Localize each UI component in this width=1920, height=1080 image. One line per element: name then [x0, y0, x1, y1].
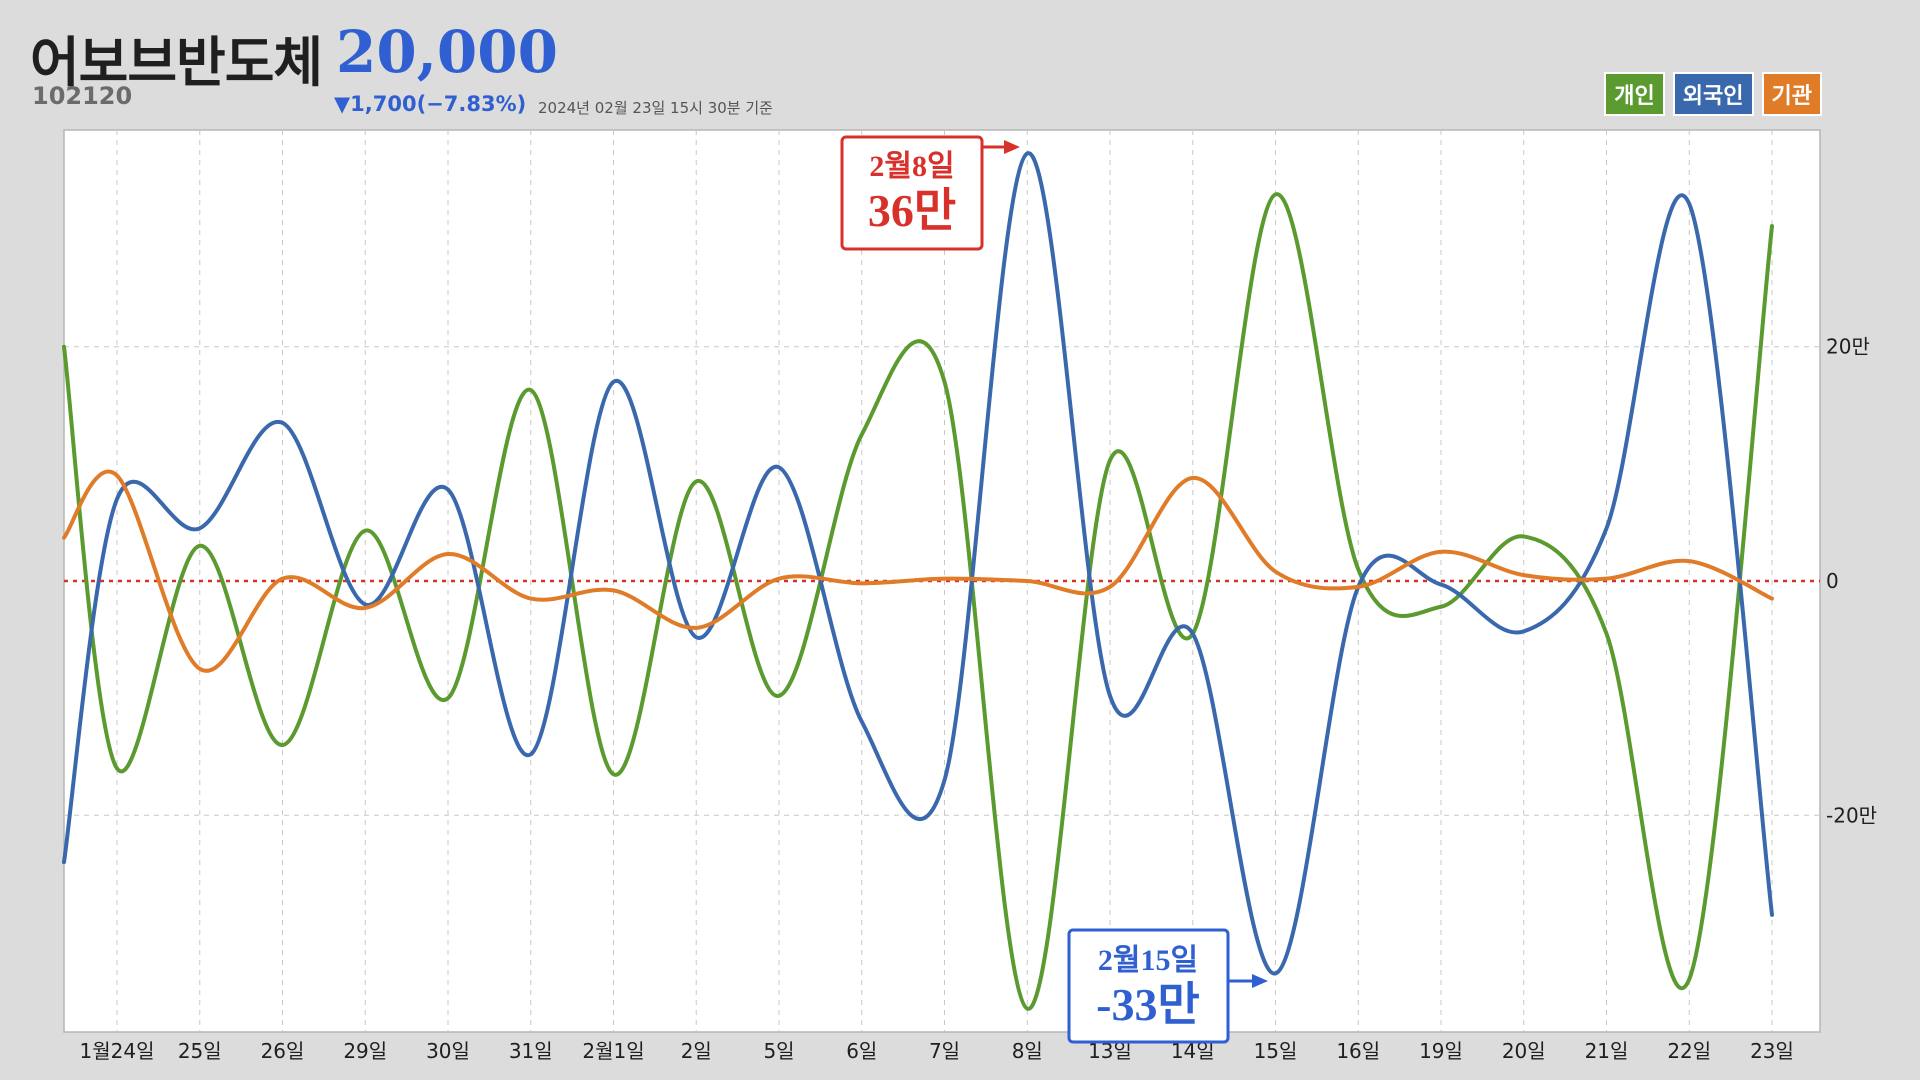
series-line-0 [62, 192, 1774, 1011]
grid-lines [64, 130, 1820, 1032]
annotation-min: 2월15일 -33만 [1067, 928, 1268, 1044]
x-axis-labels: 1월24일 25일 26일 29일 30일 31일 2월1일 2일 5일 6일 7일 8일 13일 14일… [80, 1039, 1794, 1063]
price-change: ▼1,700(−7.83%) [334, 92, 527, 116]
legend-item-individual: 개인 [1604, 72, 1665, 116]
x-tick-label: 19일 [1419, 1039, 1463, 1063]
x-tick-label: 7일 [929, 1039, 960, 1063]
annotation-max: 2월8일 36만 [840, 135, 1020, 251]
annotation-min-box [1067, 928, 1230, 1044]
x-tick-label: 20일 [1502, 1039, 1546, 1063]
x-tick-label: 2월1일 [582, 1039, 644, 1063]
annotation-min-arrowhead [1252, 974, 1268, 988]
y-tick-label: -20만 [1826, 803, 1877, 827]
x-tick-label: 26일 [261, 1039, 305, 1063]
stock-code: 102120 [32, 82, 133, 110]
x-tick-label: 30일 [426, 1039, 470, 1063]
x-tick-label: 15일 [1254, 1039, 1298, 1063]
annotation-max-arrowhead [1004, 140, 1020, 154]
legend-item-institution: 기관 [1761, 72, 1822, 116]
x-tick-label: 23일 [1750, 1039, 1794, 1063]
x-tick-label: 6일 [846, 1039, 877, 1063]
annotation-min-value: -33만 [1096, 979, 1200, 1030]
x-tick-label: 8일 [1012, 1039, 1043, 1063]
plot-area [63, 129, 1821, 1033]
y-tick-label: 0 [1826, 569, 1839, 593]
annotation-max-box [840, 135, 984, 251]
x-tick-label: 22일 [1667, 1039, 1711, 1063]
annotation-min-date: 2월15일 [1098, 944, 1198, 977]
x-tick-label: 2일 [681, 1039, 712, 1063]
legend: 개인 외국인 기관 [1604, 72, 1822, 116]
y-tick-label: 20만 [1826, 335, 1870, 359]
y-axis-labels: 20만 0 -20만 [1826, 335, 1877, 828]
x-tick-label: 1월24일 [80, 1039, 155, 1063]
series-line-2 [62, 469, 1774, 673]
x-tick-label: 31일 [509, 1039, 553, 1063]
x-tick-label: 5일 [763, 1039, 794, 1063]
x-tick-label: 16일 [1336, 1039, 1380, 1063]
annotation-max-value: 36만 [868, 185, 956, 236]
stock-name: 어보브반도체 [30, 31, 323, 94]
x-tick-label: 21일 [1585, 1039, 1629, 1063]
legend-item-foreign: 외국인 [1672, 72, 1754, 116]
series-lines [62, 151, 1774, 1011]
x-tick-label: 29일 [343, 1039, 387, 1063]
header: 어보브반도체 20,000 102120 ▼1,700(−7.83%) 2024… [0, 0, 1920, 130]
x-tick-label: 25일 [178, 1039, 222, 1063]
stock-price: 20,000 [336, 18, 558, 86]
as-of-timestamp: 2024년 02월 23일 15시 30분 기준 [538, 99, 773, 117]
annotation-max-date: 2월8일 [869, 150, 954, 183]
series-line-1 [62, 151, 1774, 976]
